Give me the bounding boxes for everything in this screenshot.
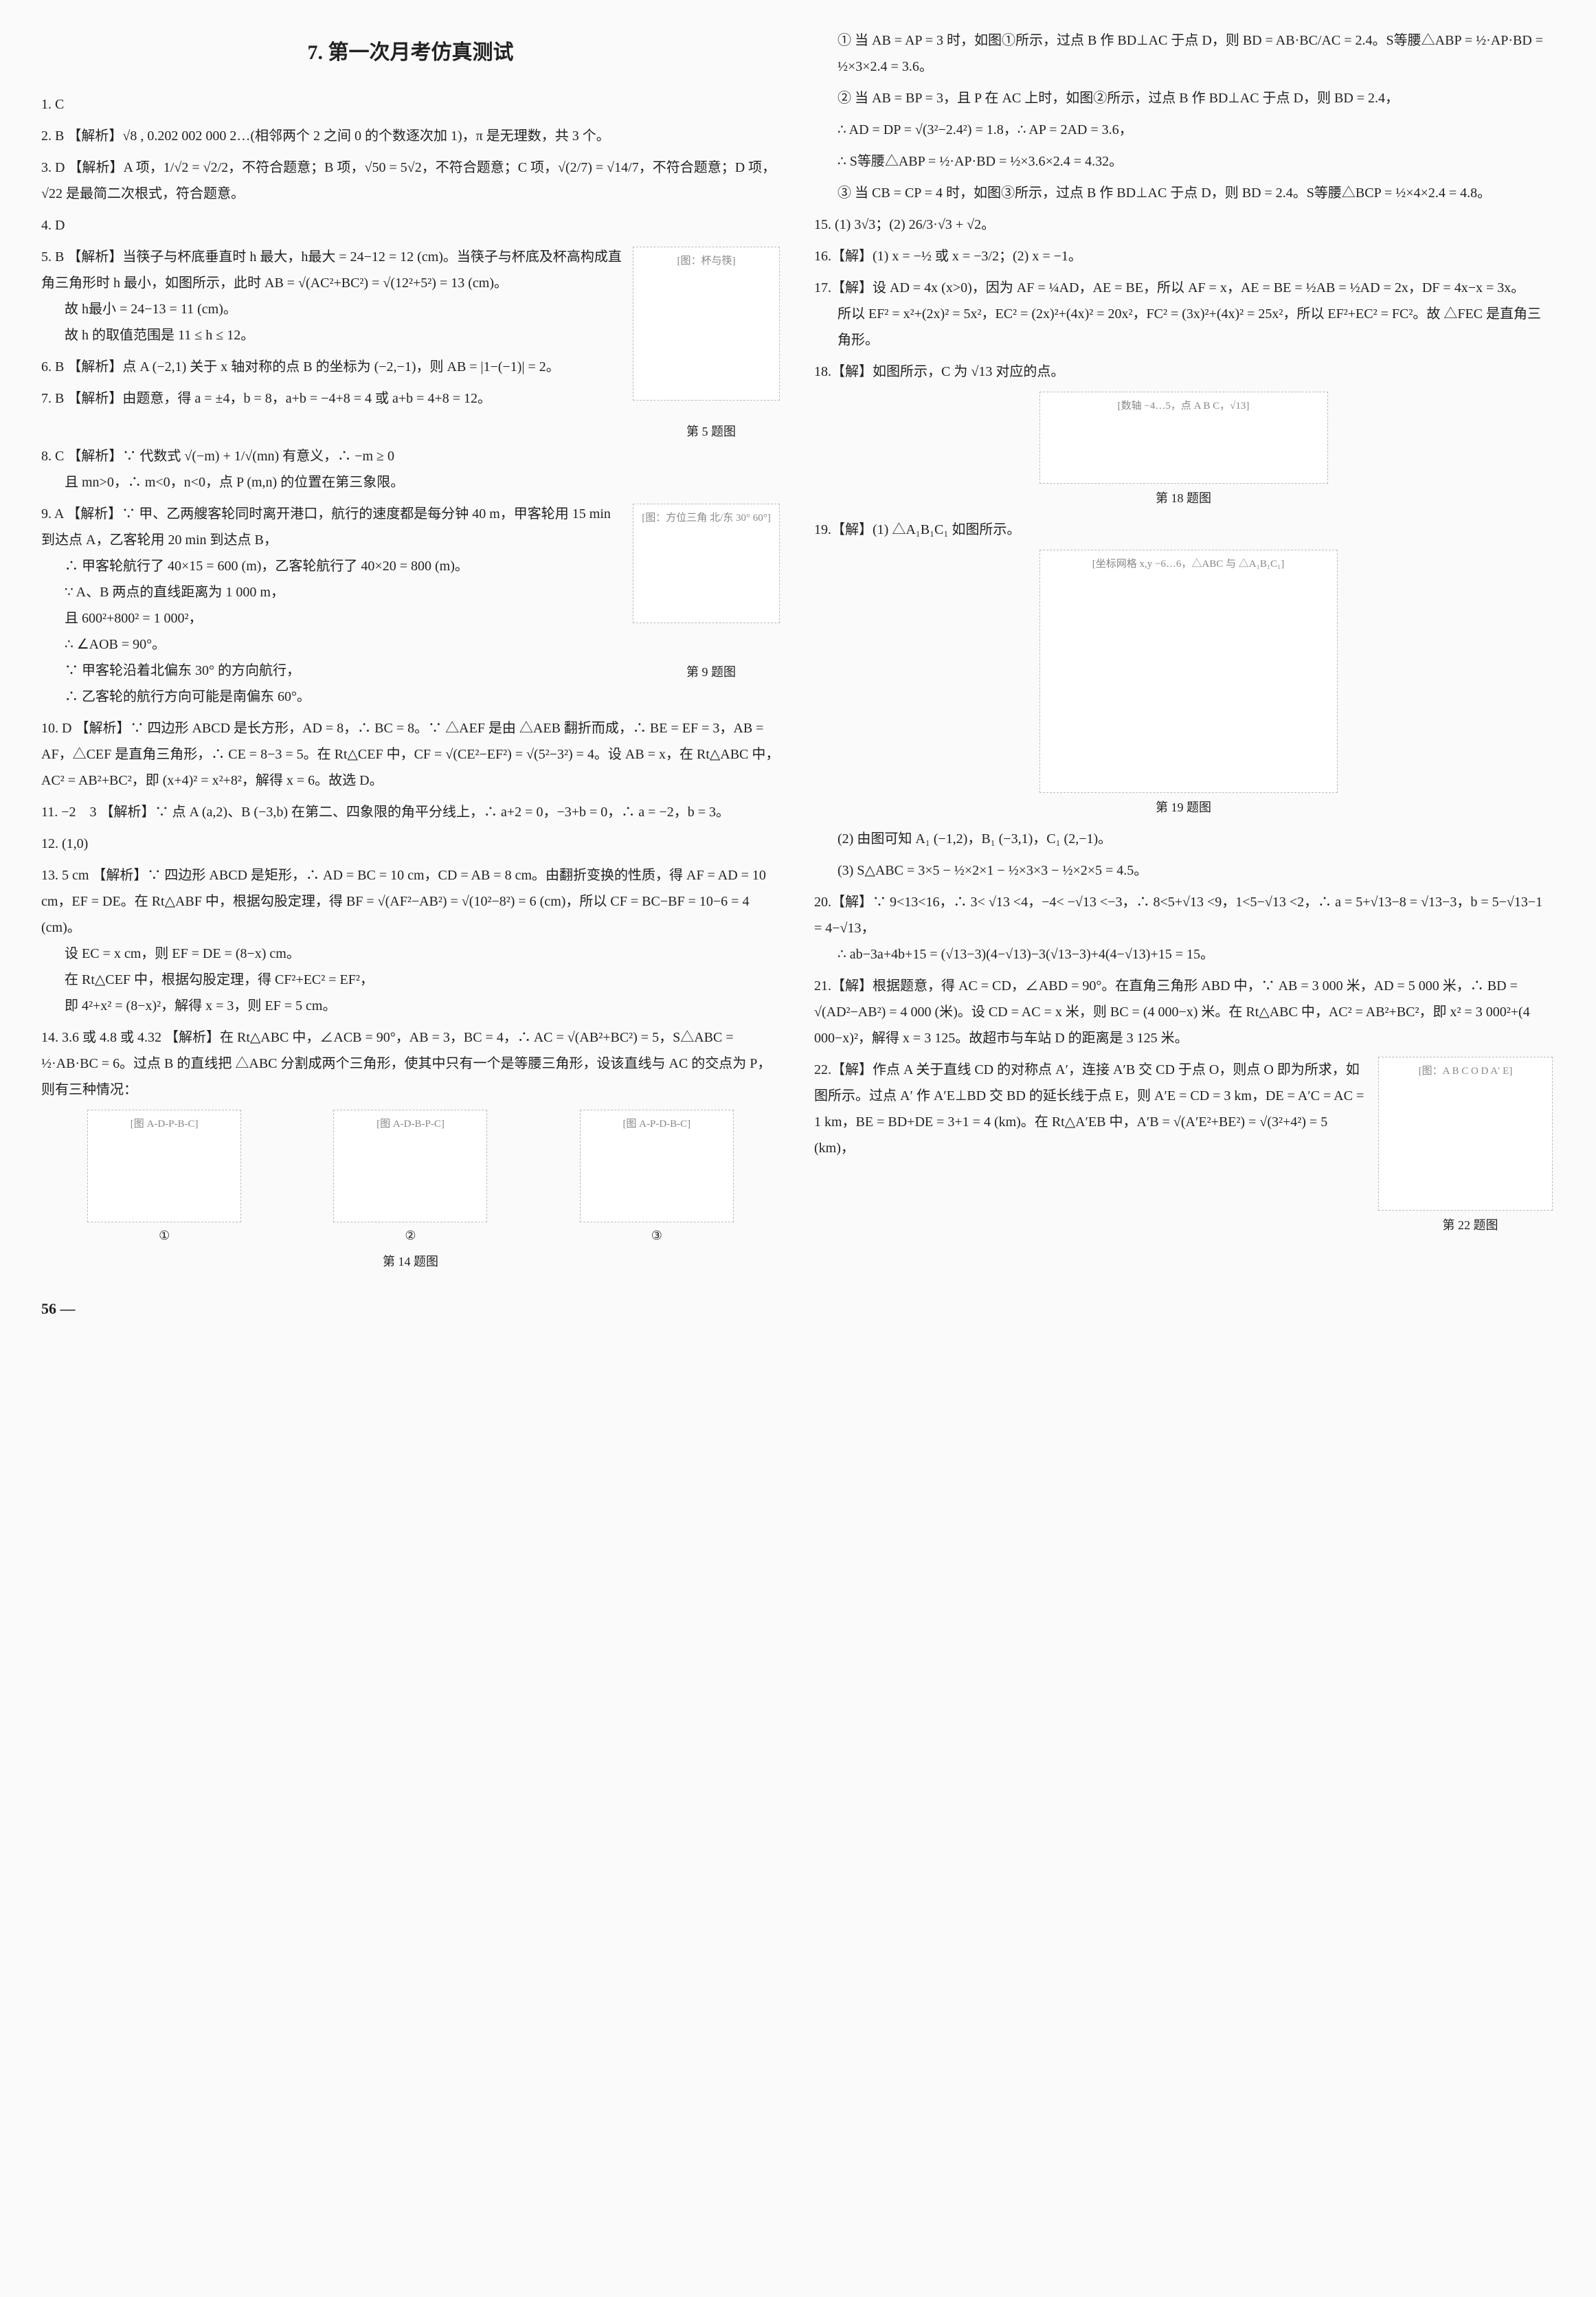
q20: 20.【解】∵ 9<13<16，∴ 3< √13 <4，−4< −√13 <−3… bbox=[814, 889, 1553, 967]
q19-figure: [坐标网格 x,y −6…6，△ABC 与 △A₁B₁C₁] bbox=[1039, 550, 1338, 793]
q14-fig1: [图 A-D-P-B-C] bbox=[87, 1110, 241, 1222]
q7: 7. B 【解析】由题意，得 a = ±4，b = 8，a+b = −4+8 =… bbox=[41, 385, 780, 412]
q16: 16.【解】(1) x = −½ 或 x = −3/2；(2) x = −1。 bbox=[814, 243, 1553, 269]
q14-fig3: [图 A-P-D-B-C] bbox=[580, 1110, 734, 1222]
r14-2b: ∴ AD = DP = √(3²−2.4²) = 1.8，∴ AP = 2AD … bbox=[814, 117, 1553, 143]
q17-line2: 所以 EF² = x²+(2x)² = 5x²，EC² = (2x)²+(4x)… bbox=[814, 301, 1553, 353]
q13-line4: 即 4²+x² = (8−x)²，解得 x = 3，则 EF = 5 cm。 bbox=[41, 993, 780, 1019]
q8-line2: 且 mn>0，∴ m<0，n<0，点 P (m,n) 的位置在第三象限。 bbox=[41, 469, 780, 495]
q9-figure: [图：方位三角 北/东 30° 60°] bbox=[633, 504, 780, 623]
left-column: 7. 第一次月考仿真测试 1. C 2. B 【解析】√8 , 0.202 00… bbox=[41, 27, 780, 1323]
q18: 18.【解】如图所示，C 为 √13 对应的点。 bbox=[814, 359, 1553, 385]
q19-line2: (2) 由图可知 A₁ (−1,2)，B₁ (−3,1)，C₁ (2,−1)。 bbox=[814, 826, 1553, 852]
q1: 1. C bbox=[41, 91, 780, 117]
q18-figure: [数轴 −4…5，点 A B C，√13] bbox=[1039, 392, 1328, 484]
q13: 13. 5 cm 【解析】∵ 四边形 ABCD 是矩形，∴ AD = BC = … bbox=[41, 862, 780, 1019]
q5-caption: 第 5 题图 bbox=[642, 420, 780, 443]
q12: 12. (1,0) bbox=[41, 831, 780, 857]
q11: 11. −2 3 【解析】∵ 点 A (a,2)、B (−3,b) 在第二、四象… bbox=[41, 799, 780, 825]
q13-line3: 在 Rt△CEF 中，根据勾股定理，得 CF²+EC² = EF²， bbox=[41, 967, 780, 993]
q21: 21.【解】根据题意，得 AC = CD，∠ABD = 90°。在直角三角形 A… bbox=[814, 973, 1553, 1051]
q9-line7: ∴ 乙客轮的航行方向可能是南偏东 60°。 bbox=[41, 684, 780, 710]
q22: [图：A B C O D A′ E] 22.【解】作点 A 关于直线 CD 的对… bbox=[814, 1057, 1553, 1237]
q14-label3: ③ bbox=[651, 1224, 662, 1247]
q20-line2: ∴ ab−3a+4b+15 = (√13−3)(4−√13)−3(√13−3)+… bbox=[814, 941, 1553, 967]
q14-label2: ② bbox=[405, 1224, 416, 1247]
q22-caption: 第 22 题图 bbox=[1388, 1213, 1553, 1237]
q4: 4. D bbox=[41, 212, 780, 238]
q13-line1: 13. 5 cm 【解析】∵ 四边形 ABCD 是矩形，∴ AD = BC = … bbox=[41, 862, 780, 941]
q19-caption: 第 19 题图 bbox=[1039, 796, 1328, 819]
section-title: 7. 第一次月考仿真测试 bbox=[41, 33, 780, 72]
right-column: ① 当 AB = AP = 3 时，如图①所示，过点 B 作 BD⊥AC 于点 … bbox=[814, 27, 1553, 1323]
q18-caption: 第 18 题图 bbox=[1039, 486, 1328, 510]
q14-caption: 第 14 题图 bbox=[41, 1250, 780, 1273]
q14: 14. 3.6 或 4.8 或 4.32 【解析】在 Rt△ABC 中，∠ACB… bbox=[41, 1024, 780, 1273]
q8: 8. C 【解析】∵ 代数式 √(−m) + 1/√(mn) 有意义，∴ −m … bbox=[41, 443, 780, 495]
q22-figure: [图：A B C O D A′ E] bbox=[1378, 1057, 1553, 1211]
r14-3: ③ 当 CB = CP = 4 时，如图③所示，过点 B 作 BD⊥AC 于点 … bbox=[814, 180, 1553, 206]
q3: 3. D 【解析】A 项，1/√2 = √2/2，不符合题意；B 项，√50 =… bbox=[41, 155, 780, 207]
q10: 10. D 【解析】∵ 四边形 ABCD 是长方形，AD = 8，∴ BC = … bbox=[41, 715, 780, 794]
q19-line3: (3) S△ABC = 3×5 − ½×2×1 − ½×3×3 − ½×2×5 … bbox=[814, 858, 1553, 884]
q5: [图：杯与筷] 5. B 【解析】当筷子与杯底垂直时 h 最大，h最大 = 24… bbox=[41, 244, 780, 348]
r14-2c: ∴ S等腰△ABP = ½·AP·BD = ½×3.6×2.4 = 4.32。 bbox=[814, 148, 1553, 175]
q9-caption: 第 9 题图 bbox=[642, 660, 780, 684]
q17-line1: 17.【解】设 AD = 4x (x>0)，因为 AF = ¼AD，AE = B… bbox=[814, 275, 1553, 301]
r14-1: ① 当 AB = AP = 3 时，如图①所示，过点 B 作 BD⊥AC 于点 … bbox=[814, 27, 1553, 80]
q19-line1: 19.【解】(1) △A₁B₁C₁ 如图所示。 bbox=[814, 517, 1553, 543]
q14-labels: ① ② ③ bbox=[41, 1224, 780, 1247]
q14-figures: [图 A-D-P-B-C] [图 A-D-B-P-C] [图 A-P-D-B-C… bbox=[41, 1110, 780, 1222]
q9: [图：方位三角 北/东 30° 60°] 9. A 【解析】∵ 甲、乙两艘客轮同… bbox=[41, 501, 780, 710]
q20-line1: 20.【解】∵ 9<13<16，∴ 3< √13 <4，−4< −√13 <−3… bbox=[814, 889, 1553, 941]
q18-figure-wrap: [数轴 −4…5，点 A B C，√13] 第 18 题图 bbox=[1039, 392, 1328, 510]
q14-line1: 14. 3.6 或 4.8 或 4.32 【解析】在 Rt△ABC 中，∠ACB… bbox=[41, 1024, 780, 1103]
page: 7. 第一次月考仿真测试 1. C 2. B 【解析】√8 , 0.202 00… bbox=[41, 27, 1553, 1323]
q2: 2. B 【解析】√8 , 0.202 002 000 2…(相邻两个 2 之间… bbox=[41, 123, 780, 149]
q17: 17.【解】设 AD = 4x (x>0)，因为 AF = ¼AD，AE = B… bbox=[814, 275, 1553, 353]
q13-line2: 设 EC = x cm，则 EF = DE = (8−x) cm。 bbox=[41, 941, 780, 967]
q14-fig2: [图 A-D-B-P-C] bbox=[333, 1110, 487, 1222]
q6: 6. B 【解析】点 A (−2,1) 关于 x 轴对称的点 B 的坐标为 (−… bbox=[41, 354, 780, 380]
page-number-value: 56 bbox=[41, 1300, 56, 1317]
q8-line1: 8. C 【解析】∵ 代数式 √(−m) + 1/√(mn) 有意义，∴ −m … bbox=[41, 443, 780, 469]
q15: 15. (1) 3√3；(2) 26/3·√3 + √2。 bbox=[814, 212, 1553, 238]
q19-figure-wrap: [坐标网格 x,y −6…6，△ABC 与 △A₁B₁C₁] 第 19 题图 bbox=[1039, 550, 1328, 819]
r14-2: ② 当 AB = BP = 3，且 P 在 AC 上时，如图②所示，过点 B 作… bbox=[814, 85, 1553, 111]
page-number: 56 — bbox=[41, 1295, 780, 1323]
q14-label1: ① bbox=[159, 1224, 170, 1247]
q9-line5: ∴ ∠AOB = 90°。 bbox=[41, 631, 780, 658]
